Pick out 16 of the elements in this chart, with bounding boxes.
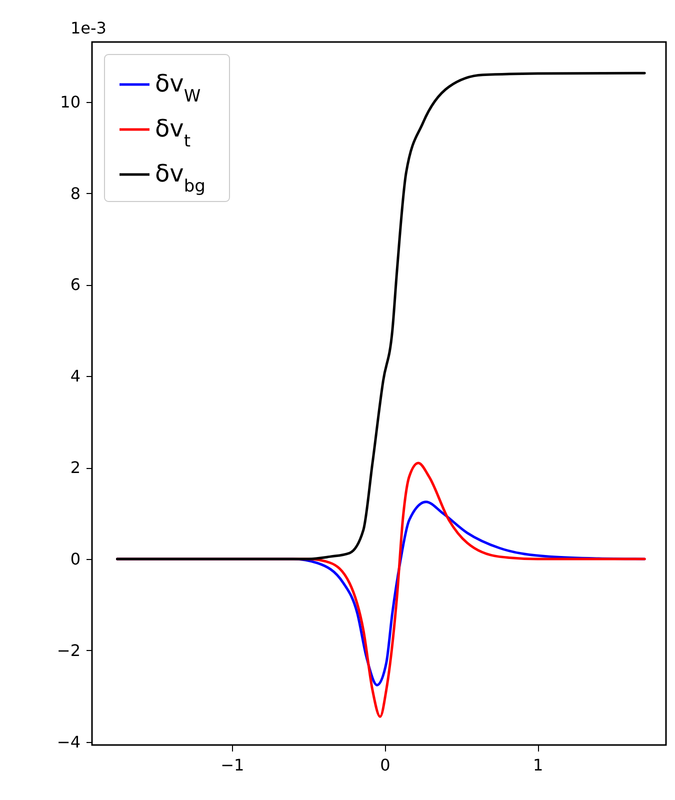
x-tick-label: −1	[220, 756, 244, 774]
x-tick-label: 0	[380, 756, 390, 774]
legend-label: δv$_{W}$	[155, 70, 201, 106]
y-tick-label: 10	[60, 92, 80, 112]
y-tick-label: −2	[56, 640, 80, 660]
y-tick-label: 2	[70, 458, 80, 478]
legend-label: δv$_{t}$	[155, 114, 191, 152]
y-tick-label: 0	[70, 549, 80, 568]
y-axis-title: 1e-3	[70, 18, 106, 38]
y-tick-label: 6	[70, 275, 80, 294]
line-series	[116, 72, 646, 560]
legend-label: δv$_{bg}$	[155, 160, 206, 196]
x-tick-label: 1	[533, 756, 544, 774]
y-tick-label: 4	[70, 366, 80, 386]
y-tick-label: 8	[70, 184, 80, 203]
y-tick-label: −4	[56, 732, 80, 752]
